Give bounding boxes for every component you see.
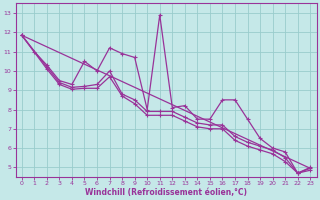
- X-axis label: Windchill (Refroidissement éolien,°C): Windchill (Refroidissement éolien,°C): [85, 188, 247, 197]
